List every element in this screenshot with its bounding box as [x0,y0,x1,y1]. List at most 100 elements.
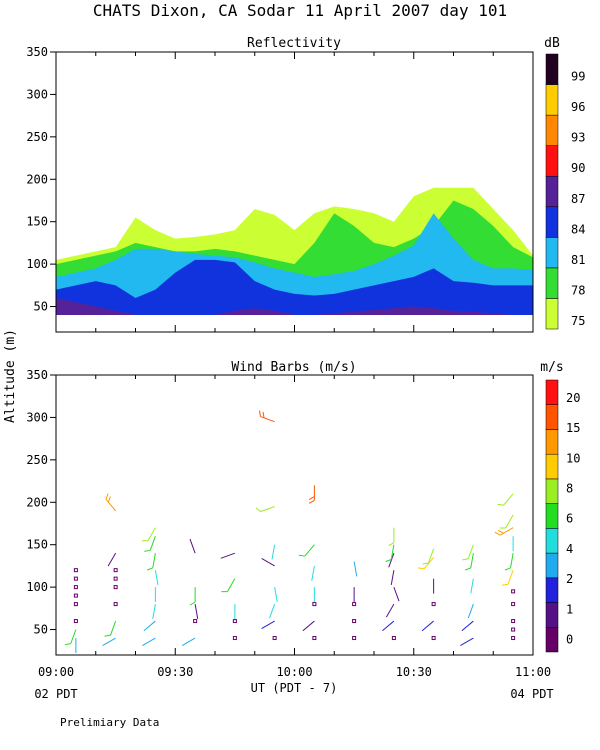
wind-barb-calm [431,636,436,641]
wind-barb [105,493,117,512]
wind-legend-label: 8 [566,482,573,496]
y-tick-label: 300 [26,410,48,424]
wind-barb [417,557,435,570]
wind-barb [220,552,236,559]
y-tick-label: 50 [34,623,48,637]
wind-barb [467,603,474,619]
reflectivity-y-ticks: 50 100 150 200 250 300 350 [26,45,56,314]
wind-barb-calm [113,585,118,590]
wind-barb [460,637,474,646]
y-tick-label: 350 [26,368,48,382]
wind-barb [462,544,474,561]
reflectivity-legend-swatch [545,175,559,208]
wind-barb [107,552,117,567]
wind-barb-calm [511,602,516,607]
wind-legend-label: 15 [566,421,580,435]
wind-barb-calm [312,636,317,641]
wind-barb [494,527,514,536]
x-tick-label: 09:30 [157,665,193,679]
wind-barb [311,565,315,581]
wind-barb-calm [352,619,357,624]
wind-legend-label: 4 [566,542,573,556]
wind-barb-calm [511,636,516,641]
wind-barb [261,557,275,567]
wind-barb-calm [193,619,198,624]
wind-barb [302,620,315,632]
wind-title: Wind Barbs (m/s) [231,360,356,375]
y-tick-label: 100 [26,257,48,271]
wind-barb [269,603,276,619]
reflectivity-legend-swatch [545,145,559,177]
wind-barb-calm [312,602,317,607]
wind-barb [64,629,77,646]
wind-barb [421,620,434,632]
reflectivity-legend-label: 90 [571,161,585,175]
y-tick-label: 350 [26,45,48,59]
wind-barb-calm [113,576,118,581]
wind-barb [194,604,199,619]
wind-barb [146,553,156,571]
wind-barb-calm [511,627,516,632]
reflectivity-legend-label: 96 [571,100,585,114]
wind-barb [189,538,196,554]
y-tick-label: 150 [26,215,48,229]
wind-barb-calm [391,636,396,641]
wind-barb [261,620,275,629]
wind-barb [255,506,275,513]
wind-legend-swatch [545,404,559,430]
reflectivity-legend: 75 78 81 84 87 90 93 96 99 [545,53,585,330]
y-tick-label: 200 [26,172,48,186]
wind-legend-label: 2 [566,572,573,586]
reflectivity-legend-swatch [545,206,559,238]
wind-barb [298,544,315,557]
wind-barb-calm [232,636,237,641]
wind-barb [390,570,395,586]
wind-barb [470,578,474,594]
wind-barb [142,637,156,646]
wind-legend-label: 20 [566,391,580,405]
x-tick-label: 09:00 [38,665,74,679]
y-tick-label: 100 [26,580,48,594]
wind-legend: 0 1 2 4 6 8 10 15 20 [545,379,580,653]
wind-barb-calm [511,589,516,594]
wind-barb [152,604,156,619]
x-tick-label: 10:00 [276,665,312,679]
reflectivity-legend-swatch [545,114,559,146]
wind-barb [504,553,514,571]
wind-frame [55,374,534,656]
figure-title: CHATS Dixon, CA Sodar 11 April 2007 day … [93,1,507,20]
reflectivity-legend-unit: dB [544,36,560,51]
reflectivity-legend-swatch [545,267,559,299]
wind-barb-calm [73,585,78,590]
y-tick-label: 150 [26,538,48,552]
wind-barb [144,536,156,552]
y-tick-label: 250 [26,130,48,144]
wind-barb-calm [232,619,237,624]
wind-barb [353,561,358,577]
wind-barb-calm [73,576,78,581]
wind-barb [501,569,514,586]
reflectivity-layer-84 [56,259,533,316]
reflectivity-legend-label: 84 [571,222,585,236]
y-axis-label: Altitude (m) [3,329,18,423]
wind-legend-swatch [545,577,559,603]
wind-barb [497,493,514,506]
wind-barb [141,527,156,542]
wind-barb-calm [431,602,436,607]
reflectivity-title: Reflectivity [247,36,341,51]
wind-barb [274,587,278,602]
reflectivity-legend-label: 93 [571,131,585,145]
reflectivity-legend-swatch [545,53,559,85]
wind-barb [461,620,474,632]
wind-barb [388,527,395,547]
footer-note: Prelimiary Data [60,716,159,729]
wind-barb-calm [272,636,277,641]
wind-barb-calm [511,619,516,624]
wind-barb-calm [73,619,78,624]
x-tick-label: 10:30 [396,665,432,679]
y-tick-label: 50 [34,300,48,314]
wind-barb-calm [73,602,78,607]
wind-barb-calm [352,602,357,607]
reflectivity-layers [56,187,533,316]
